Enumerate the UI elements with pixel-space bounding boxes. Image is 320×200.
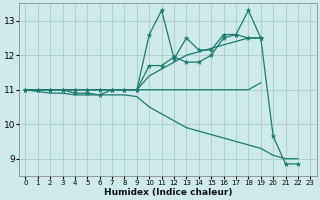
X-axis label: Humidex (Indice chaleur): Humidex (Indice chaleur) [104,188,232,197]
